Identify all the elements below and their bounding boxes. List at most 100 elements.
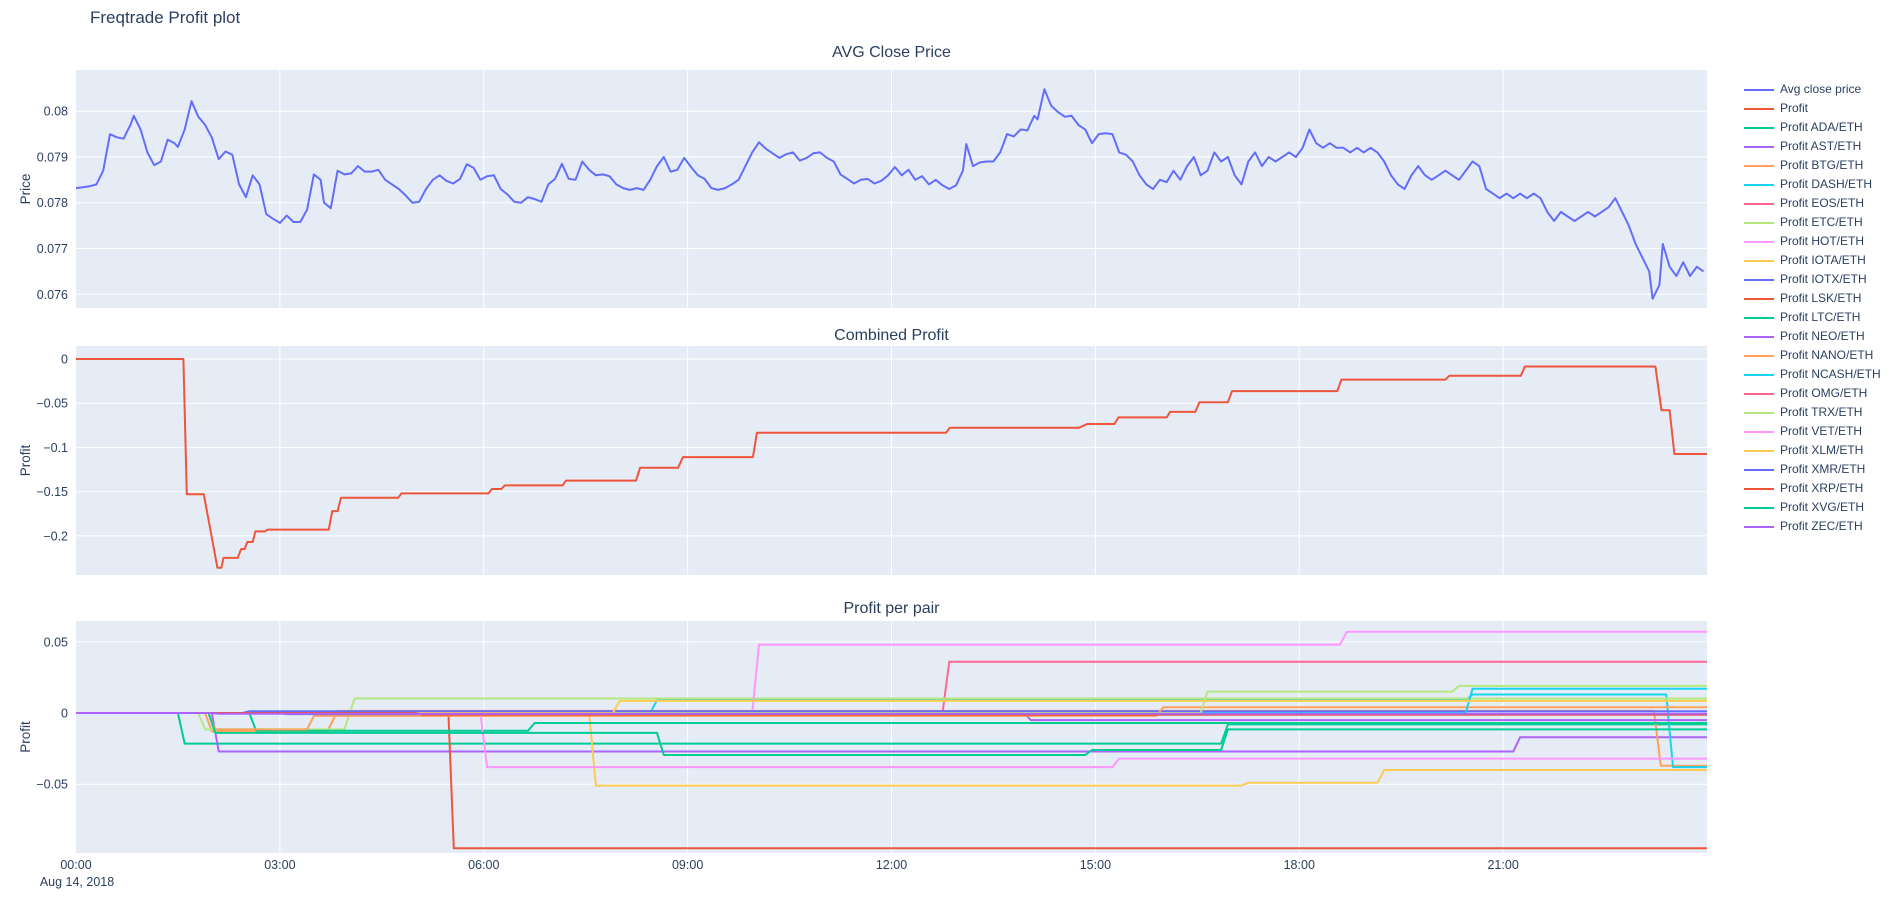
series-profit-iota-eth[interactable] — [76, 712, 1707, 787]
y-tick-label: −0.1 — [43, 441, 68, 455]
legend-label: Profit ETC/ETH — [1780, 215, 1863, 229]
legend-line-swatch — [1744, 107, 1774, 110]
legend-item-profit-nano-eth[interactable]: Profit NANO/ETH — [1744, 346, 1881, 365]
legend-item-profit-omg-eth[interactable]: Profit OMG/ETH — [1744, 384, 1881, 403]
y-tick-label: 0.076 — [37, 288, 68, 302]
legend-item-profit-ada-eth[interactable]: Profit ADA/ETH — [1744, 118, 1881, 137]
series-profit[interactable] — [76, 358, 1707, 569]
y-axis-title-2: Profit — [18, 444, 33, 476]
legend-item-profit-ltc-eth[interactable]: Profit LTC/ETH — [1744, 308, 1881, 327]
y-tick-label: 0.05 — [44, 635, 68, 649]
legend-item-profit-xlm-eth[interactable]: Profit XLM/ETH — [1744, 441, 1881, 460]
legend-line-swatch — [1744, 164, 1774, 167]
legend-item-profit-hot-eth[interactable]: Profit HOT/ETH — [1744, 232, 1881, 251]
legend-label: Profit ADA/ETH — [1780, 120, 1863, 134]
legend-item-profit-dash-eth[interactable]: Profit DASH/ETH — [1744, 175, 1881, 194]
legend-label: Profit XLM/ETH — [1780, 443, 1864, 457]
legend-item-profit-iota-eth[interactable]: Profit IOTA/ETH — [1744, 251, 1881, 270]
x-tick-label: 12:00 — [876, 858, 907, 872]
y-tick-label: 0.08 — [44, 105, 68, 119]
legend-line-swatch — [1744, 506, 1774, 509]
subplot-title-2: Combined Profit — [834, 327, 949, 344]
legend-label: Profit NCASH/ETH — [1780, 367, 1881, 381]
legend-line-swatch — [1744, 487, 1774, 490]
y-tick-label: −0.15 — [36, 485, 68, 499]
legend-label: Profit BTG/ETH — [1780, 158, 1864, 172]
legend-line-swatch — [1744, 430, 1774, 433]
legend-item-profit-iotx-eth[interactable]: Profit IOTX/ETH — [1744, 270, 1881, 289]
legend-label: Profit — [1780, 101, 1809, 115]
legend-label: Profit NEO/ETH — [1780, 329, 1865, 343]
legend-label: Profit DASH/ETH — [1780, 177, 1873, 191]
legend-label: Profit TRX/ETH — [1780, 405, 1863, 419]
legend-line-swatch — [1744, 297, 1774, 300]
legend-item-profit-trx-eth[interactable]: Profit TRX/ETH — [1744, 403, 1881, 422]
legend-item-profit[interactable]: Profit — [1744, 99, 1881, 118]
legend-line-swatch — [1744, 88, 1774, 91]
y-axis-title-3: Profit — [18, 721, 33, 753]
y-tick-label: −0.2 — [43, 529, 68, 543]
series-avg-close-price[interactable] — [76, 88, 1705, 300]
legend-line-swatch — [1744, 449, 1774, 452]
legend-item-profit-lsk-eth[interactable]: Profit LSK/ETH — [1744, 289, 1881, 308]
subplot-title-3: Profit per pair — [843, 600, 940, 617]
legend-line-swatch — [1744, 145, 1774, 148]
y-tick-label: 0 — [61, 352, 68, 366]
x-tick-label: 18:00 — [1284, 858, 1315, 872]
x-tick-label: 00:00 — [60, 858, 91, 872]
y-tick-label: 0 — [61, 707, 68, 721]
legend-line-swatch — [1744, 240, 1774, 243]
legend-line-swatch — [1744, 126, 1774, 129]
y-tick-label: −0.05 — [36, 778, 68, 792]
series-profit-zec-eth[interactable] — [76, 712, 1707, 715]
legend-line-swatch — [1744, 392, 1774, 395]
legend-label: Profit ZEC/ETH — [1780, 519, 1863, 533]
y-tick-label: 0.079 — [37, 150, 68, 164]
legend-line-swatch — [1744, 183, 1774, 186]
legend-line-swatch — [1744, 259, 1774, 262]
series-profit-xvg-eth[interactable] — [76, 712, 1707, 756]
legend-label: Profit LSK/ETH — [1780, 291, 1862, 305]
legend-line-swatch — [1744, 354, 1774, 357]
legend-item-profit-eos-eth[interactable]: Profit EOS/ETH — [1744, 194, 1881, 213]
legend-line-swatch — [1744, 468, 1774, 471]
x-tick-label: 06:00 — [468, 858, 499, 872]
legend-label: Profit EOS/ETH — [1780, 196, 1865, 210]
legend-item-profit-vet-eth[interactable]: Profit VET/ETH — [1744, 422, 1881, 441]
legend-item-profit-xmr-eth[interactable]: Profit XMR/ETH — [1744, 460, 1881, 479]
y-axis-title-1: Price — [18, 174, 33, 205]
legend-item-profit-ncash-eth[interactable]: Profit NCASH/ETH — [1744, 365, 1881, 384]
legend-label: Profit IOTX/ETH — [1780, 272, 1867, 286]
series-profit-btg-eth[interactable] — [76, 709, 1707, 767]
legend-line-swatch — [1744, 335, 1774, 338]
legend-line-swatch — [1744, 278, 1774, 281]
y-tick-label: 0.077 — [37, 242, 68, 256]
x-tick-label: 21:00 — [1487, 858, 1518, 872]
x-tick-label: 09:00 — [672, 858, 703, 872]
legend-line-swatch — [1744, 202, 1774, 205]
legend-label: Profit XRP/ETH — [1780, 481, 1864, 495]
legend-line-swatch — [1744, 373, 1774, 376]
legend-item-profit-neo-eth[interactable]: Profit NEO/ETH — [1744, 327, 1881, 346]
legend-label: Profit OMG/ETH — [1780, 386, 1868, 400]
legend-line-swatch — [1744, 221, 1774, 224]
legend-line-swatch — [1744, 525, 1774, 528]
y-tick-label: −0.05 — [36, 397, 68, 411]
legend-label: Profit XVG/ETH — [1780, 500, 1865, 514]
legend-item-profit-xrp-eth[interactable]: Profit XRP/ETH — [1744, 479, 1881, 498]
x-tick-label: 03:00 — [264, 858, 295, 872]
y-tick-label: 0.078 — [37, 196, 68, 210]
legend-item-profit-ast-eth[interactable]: Profit AST/ETH — [1744, 137, 1881, 156]
legend-item-profit-xvg-eth[interactable]: Profit XVG/ETH — [1744, 498, 1881, 517]
legend-item-profit-zec-eth[interactable]: Profit ZEC/ETH — [1744, 517, 1881, 536]
legend-item-profit-btg-eth[interactable]: Profit BTG/ETH — [1744, 156, 1881, 175]
legend-label: Profit LTC/ETH — [1780, 310, 1861, 324]
legend-line-swatch — [1744, 316, 1774, 319]
legend-label: Avg close price — [1780, 82, 1862, 96]
page-title: Freqtrade Profit plot — [90, 8, 241, 27]
legend-item-avg-close-price[interactable]: Avg close price — [1744, 80, 1881, 99]
legend-item-profit-etc-eth[interactable]: Profit ETC/ETH — [1744, 213, 1881, 232]
legend: Avg close price Profit Profit ADA/ETH Profi… — [1744, 80, 1881, 536]
